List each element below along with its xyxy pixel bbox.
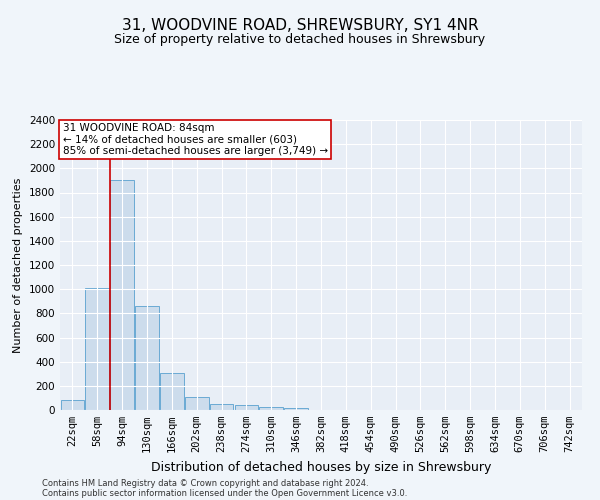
- Bar: [85, 288, 109, 410]
- Bar: [210, 404, 233, 410]
- Text: Size of property relative to detached houses in Shrewsbury: Size of property relative to detached ho…: [115, 32, 485, 46]
- Bar: [284, 408, 308, 410]
- Bar: [110, 180, 134, 410]
- Bar: [259, 407, 283, 410]
- Text: 31, WOODVINE ROAD, SHREWSBURY, SY1 4NR: 31, WOODVINE ROAD, SHREWSBURY, SY1 4NR: [122, 18, 478, 32]
- Text: 31 WOODVINE ROAD: 84sqm
← 14% of detached houses are smaller (603)
85% of semi-d: 31 WOODVINE ROAD: 84sqm ← 14% of detache…: [62, 123, 328, 156]
- Bar: [160, 372, 184, 410]
- Text: Contains HM Land Registry data © Crown copyright and database right 2024.: Contains HM Land Registry data © Crown c…: [42, 478, 368, 488]
- Bar: [135, 306, 159, 410]
- Bar: [235, 405, 258, 410]
- Text: Contains public sector information licensed under the Open Government Licence v3: Contains public sector information licen…: [42, 488, 407, 498]
- Bar: [185, 396, 209, 410]
- Bar: [61, 400, 84, 410]
- X-axis label: Distribution of detached houses by size in Shrewsbury: Distribution of detached houses by size …: [151, 460, 491, 473]
- Y-axis label: Number of detached properties: Number of detached properties: [13, 178, 23, 352]
